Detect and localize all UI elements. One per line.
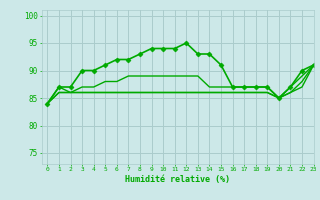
- X-axis label: Humidité relative (%): Humidité relative (%): [125, 175, 230, 184]
